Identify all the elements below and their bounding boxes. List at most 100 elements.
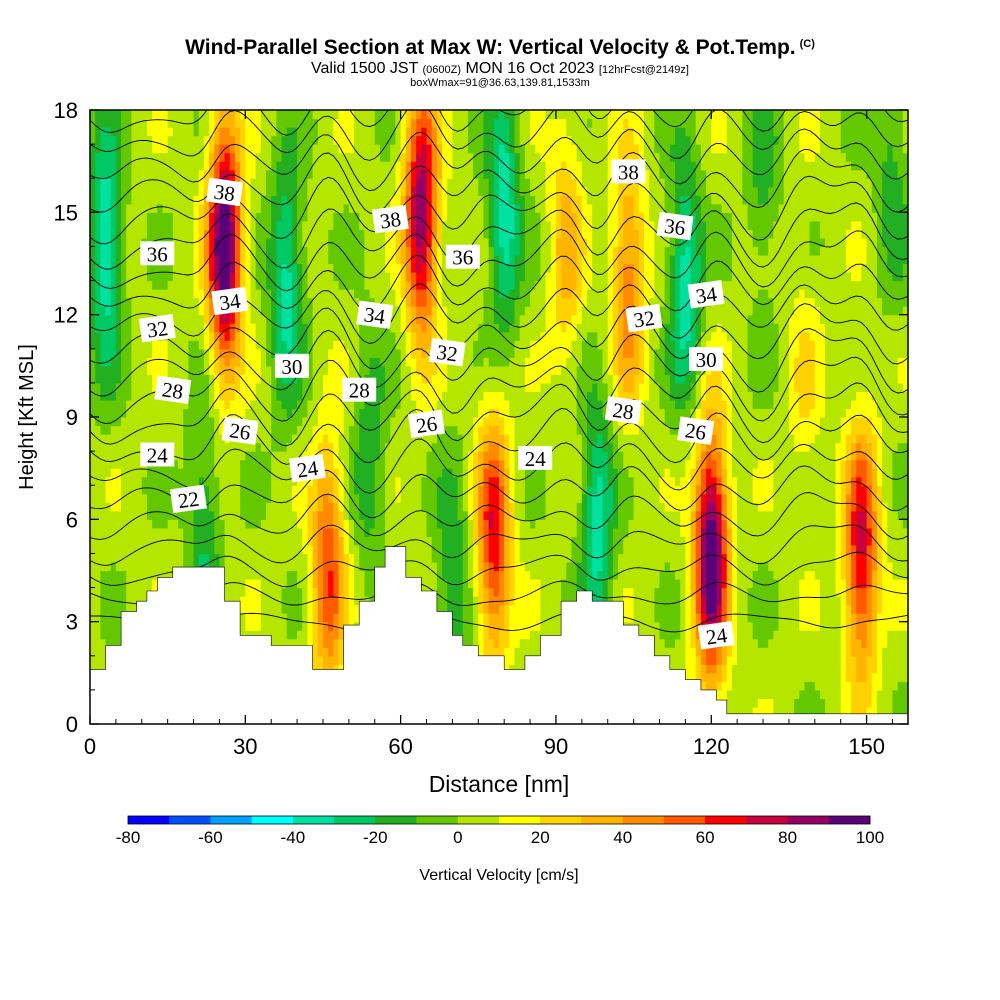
velocity-cell (193, 399, 200, 410)
velocity-cell (297, 280, 303, 290)
velocity-cell (390, 254, 397, 265)
velocity-cell (110, 638, 117, 648)
velocity-cell (276, 519, 283, 529)
velocity-cell (333, 519, 340, 529)
velocity-cell (374, 280, 381, 290)
velocity-cell (255, 399, 262, 410)
velocity-cell (136, 118, 143, 128)
velocity-cell (338, 314, 345, 324)
velocity-cell (255, 263, 262, 273)
velocity-cell (390, 374, 397, 384)
velocity-cell (105, 323, 112, 333)
velocity-cell (385, 169, 391, 179)
velocity-cell (410, 399, 417, 410)
velocity-cell (343, 434, 350, 444)
velocity-cell (333, 374, 340, 384)
velocity-cell (369, 434, 376, 444)
velocity-cell (126, 340, 133, 350)
velocity-cell (250, 374, 257, 384)
velocity-cell (395, 502, 402, 512)
velocity-cell (266, 306, 272, 316)
velocity-cell (121, 459, 127, 469)
velocity-cell (369, 579, 376, 589)
velocity-cell (390, 289, 397, 299)
velocity-cell (286, 451, 293, 461)
velocity-cell (442, 212, 448, 222)
velocity-cell (400, 485, 407, 495)
velocity-cell (90, 613, 96, 623)
velocity-cell (245, 630, 252, 640)
velocity-cell (110, 246, 117, 256)
velocity-cell (271, 630, 277, 640)
velocity-cell (266, 493, 272, 503)
velocity-cell (126, 357, 133, 367)
velocity-cell (266, 579, 272, 589)
velocity-cell (188, 331, 195, 341)
velocity-cell (172, 365, 179, 375)
velocity-cell (240, 519, 246, 529)
velocity-cell (348, 561, 355, 572)
velocity-cell (436, 468, 443, 478)
velocity-cell (219, 502, 226, 512)
velocity-cell (307, 596, 314, 606)
velocity-cell (348, 237, 355, 248)
velocity-cell (312, 254, 319, 265)
velocity-cell (431, 280, 438, 290)
velocity-cell (100, 178, 107, 188)
velocity-cell (105, 621, 112, 631)
velocity-cell (364, 596, 371, 606)
velocity-cell (172, 399, 179, 410)
velocity-cell (369, 596, 376, 606)
velocity-cell (250, 596, 257, 606)
velocity-cell (317, 289, 324, 299)
velocity-cell (307, 306, 314, 316)
velocity-cell (157, 127, 164, 137)
velocity-cell (390, 391, 397, 401)
velocity-cell (302, 314, 309, 324)
velocity-cell (193, 451, 200, 461)
velocity-cell (343, 306, 350, 316)
velocity-cell (322, 186, 329, 196)
velocity-cell (328, 459, 334, 469)
velocity-cell (240, 314, 246, 324)
velocity-cell (302, 340, 309, 350)
velocity-cell (405, 442, 412, 452)
velocity-cell (209, 561, 215, 572)
velocity-cell (348, 408, 355, 418)
velocity-cell (95, 195, 101, 205)
velocity-cell (126, 382, 133, 393)
velocity-cell (126, 408, 133, 418)
velocity-cell (395, 280, 402, 290)
velocity-cell (354, 195, 360, 205)
velocity-cell (302, 613, 309, 623)
velocity-cell (266, 459, 272, 469)
velocity-cell (178, 510, 184, 520)
velocity-cell (121, 323, 127, 333)
velocity-cell (364, 459, 371, 469)
velocity-cell (131, 408, 138, 418)
velocity-cell (110, 186, 117, 196)
velocity-cell (260, 169, 267, 179)
velocity-cell (369, 442, 376, 452)
velocity-cell (131, 220, 138, 230)
velocity-cell (209, 161, 215, 171)
velocity-cell (431, 579, 438, 589)
velocity-cell (162, 561, 169, 572)
velocity-cell (410, 527, 417, 537)
velocity-cell (312, 110, 319, 120)
velocity-cell (224, 272, 231, 282)
velocity-cell (322, 476, 329, 486)
velocity-cell (172, 442, 179, 452)
velocity-cell (302, 297, 309, 307)
velocity-cell (110, 613, 117, 623)
velocity-cell (312, 434, 319, 444)
velocity-cell (416, 254, 422, 265)
velocity-cell (234, 118, 241, 128)
velocity-cell (172, 408, 179, 418)
velocity-cell (260, 382, 267, 393)
velocity-cell (178, 544, 184, 555)
velocity-cell (183, 434, 189, 444)
velocity-cell (255, 297, 262, 307)
velocity-cell (234, 237, 241, 248)
velocity-cell (131, 272, 138, 282)
